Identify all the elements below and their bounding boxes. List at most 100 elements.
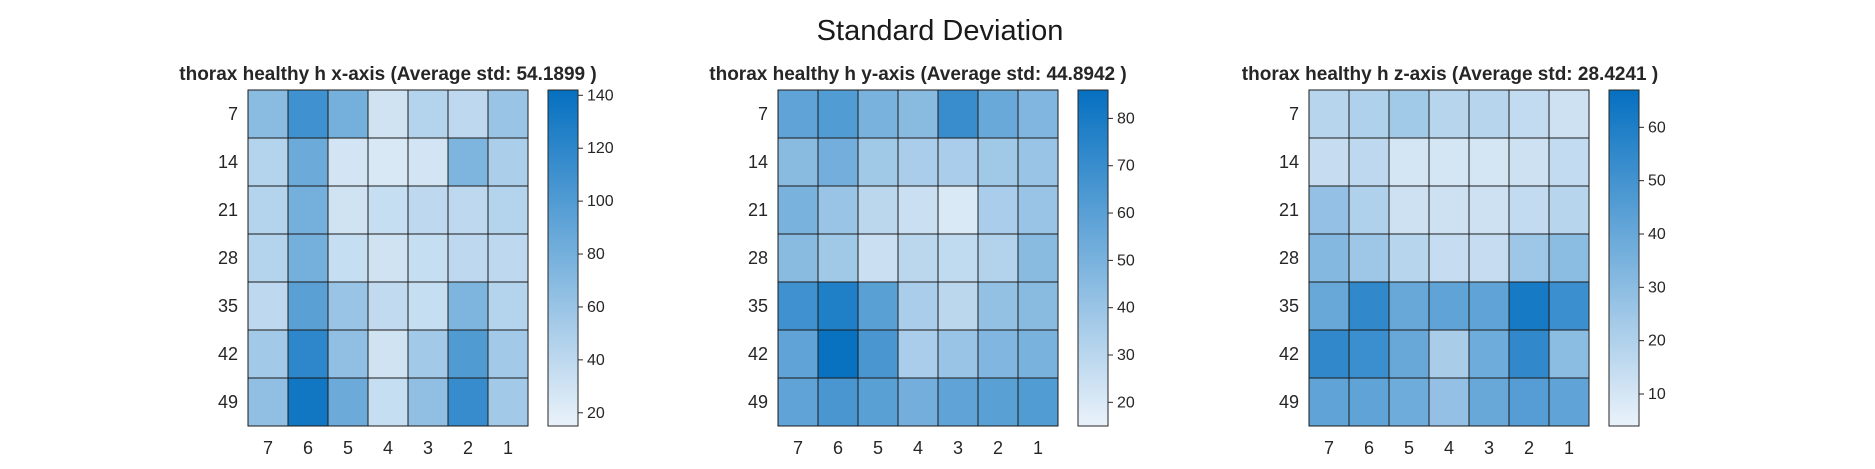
heatmap-cell	[247, 137, 289, 187]
heatmap-cell	[1508, 137, 1550, 187]
y-tick-label: 7	[758, 104, 768, 124]
heatmap-cell	[1348, 377, 1390, 427]
colorbar	[1609, 90, 1639, 426]
heatmap-cell	[487, 185, 529, 235]
heatmap-cell	[1308, 377, 1350, 427]
heatmap-cell	[287, 185, 329, 235]
heatmap-cell	[777, 233, 819, 283]
heatmap-cell	[977, 137, 1019, 187]
heatmap-cell	[1388, 233, 1430, 283]
colorbar-tick-label: 50	[1117, 252, 1135, 269]
heatmap-cell	[407, 89, 449, 139]
heatmap-cell	[247, 329, 289, 379]
colorbar-tick-label: 20	[1648, 333, 1666, 350]
heatmap-cell	[977, 377, 1019, 427]
heatmap-cell	[1348, 137, 1390, 187]
heatmap-cell	[367, 89, 409, 139]
heatmap-cell	[1308, 233, 1350, 283]
panel-title: thorax healthy h y-axis (Average std: 44…	[709, 64, 1126, 85]
heatmap-cell	[1468, 377, 1510, 427]
heatmap-cell	[937, 377, 979, 427]
heatmap-cell	[247, 89, 289, 139]
heatmap-cell	[937, 185, 979, 235]
heatmap-cell	[897, 137, 939, 187]
heatmap-cell	[857, 233, 899, 283]
heatmap-cell	[1308, 185, 1350, 235]
heatmap-cell	[1348, 233, 1390, 283]
x-tick-label: 3	[423, 438, 433, 458]
heatmap-cell	[817, 185, 859, 235]
colorbar-tick-label: 140	[587, 87, 614, 104]
heatmap-cell	[1468, 281, 1510, 331]
heatmap-cell	[367, 233, 409, 283]
x-tick-label: 5	[1404, 438, 1414, 458]
heatmap-cell	[1308, 281, 1350, 331]
heatmap-cell	[1428, 233, 1470, 283]
heatmap-cell	[817, 89, 859, 139]
y-tick-label: 42	[1279, 344, 1299, 364]
heatmap-cell	[977, 89, 1019, 139]
heatmap-cell	[367, 281, 409, 331]
heatmap-cell	[1548, 137, 1590, 187]
heatmap-panel-2: thorax healthy h y-axis (Average std: 44…	[709, 64, 1135, 458]
heatmap-cell	[1548, 281, 1590, 331]
heatmap-cell	[1017, 233, 1059, 283]
heatmap-cell	[407, 377, 449, 427]
heatmap-cell	[777, 377, 819, 427]
y-tick-label: 42	[748, 344, 768, 364]
heatmap-cell	[1468, 329, 1510, 379]
heatmap-cell	[1388, 377, 1430, 427]
heatmap-cell	[777, 89, 819, 139]
heatmap-cell	[1428, 329, 1470, 379]
x-tick-label: 6	[303, 438, 313, 458]
heatmap-cell	[1428, 185, 1470, 235]
colorbar-tick-label: 60	[1648, 119, 1666, 136]
heatmap-cell	[287, 329, 329, 379]
heatmap-cell	[1428, 89, 1470, 139]
heatmap-cell	[1308, 329, 1350, 379]
heatmap-cell	[367, 137, 409, 187]
heatmap-cell	[1388, 89, 1430, 139]
colorbar-tick-label: 30	[1648, 279, 1666, 296]
colorbar-tick-label: 10	[1648, 386, 1666, 403]
heatmap-cell	[1017, 185, 1059, 235]
heatmap-cell	[1017, 281, 1059, 331]
heatmap-cell	[407, 185, 449, 235]
colorbar-frame	[1608, 89, 1640, 427]
x-tick-label: 7	[1324, 438, 1334, 458]
y-tick-label: 28	[748, 248, 768, 268]
heatmap-cell	[327, 137, 369, 187]
heatmap-cell	[1468, 185, 1510, 235]
heatmap-cell	[447, 281, 489, 331]
colorbar-tick-label: 50	[1648, 173, 1666, 190]
heatmap-cell	[897, 377, 939, 427]
heatmap-cell	[1548, 329, 1590, 379]
heatmap-cell	[1508, 233, 1550, 283]
heatmap-cell	[447, 329, 489, 379]
colorbar	[548, 90, 578, 426]
heatmap-cell	[977, 233, 1019, 283]
heatmap-cell	[247, 233, 289, 283]
y-tick-label: 35	[218, 296, 238, 316]
heatmap-cell	[777, 185, 819, 235]
heatmap-cell	[407, 281, 449, 331]
colorbar-tick-label: 80	[587, 246, 605, 263]
y-tick-label: 49	[748, 392, 768, 412]
colorbar-tick-label: 100	[587, 193, 614, 210]
heatmap-cell	[1348, 329, 1390, 379]
y-tick-label: 35	[1279, 296, 1299, 316]
colorbar-tick-label: 60	[587, 299, 605, 316]
heatmap-cell	[1548, 233, 1590, 283]
y-tick-label: 49	[218, 392, 238, 412]
heatmap-cell	[857, 377, 899, 427]
heatmap-cell	[247, 377, 289, 427]
heatmap-cell	[1017, 329, 1059, 379]
heatmap-cell	[487, 377, 529, 427]
heatmap-cell	[1548, 377, 1590, 427]
heatmap-cell	[1388, 137, 1430, 187]
heatmap-cell	[447, 185, 489, 235]
heatmap-cell	[1508, 377, 1550, 427]
heatmap-cell	[287, 281, 329, 331]
x-tick-label: 6	[833, 438, 843, 458]
